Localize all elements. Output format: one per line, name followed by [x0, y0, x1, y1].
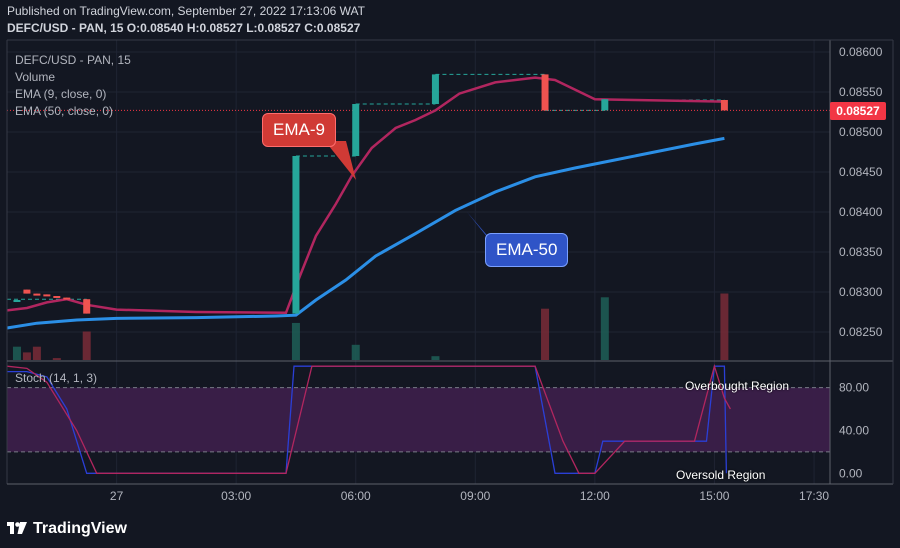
price-tick-label: 0.08300	[839, 285, 883, 299]
price-lines-layer	[7, 73, 830, 300]
legend-ema9: EMA (9, close, 0)	[15, 87, 107, 101]
volume-bar	[431, 356, 440, 360]
candles-layer	[13, 74, 728, 314]
tradingview-logo[interactable]: TradingView	[7, 520, 127, 538]
stoch-tick-label: 80.00	[839, 381, 869, 395]
candle	[352, 104, 360, 156]
candle	[541, 74, 549, 111]
ema-layer	[6, 76, 725, 330]
published-header: Published on TradingView.com, September …	[7, 4, 365, 18]
candle	[33, 293, 41, 296]
candle	[431, 74, 439, 104]
candle	[720, 100, 728, 111]
stoch-layer	[6, 363, 731, 474]
brand-text: TradingView	[33, 520, 127, 537]
price-tick-label: 0.08500	[839, 125, 883, 139]
volume-bar	[600, 297, 609, 360]
price-tick-label: 0.08250	[839, 325, 883, 339]
time-tick-label: 06:00	[341, 489, 371, 503]
time-tick-label: 17:30	[799, 489, 829, 503]
oversold-label: Oversold Region	[676, 468, 766, 482]
price-tick-label: 0.08450	[839, 165, 883, 179]
current-price-tag: 0.08527	[830, 102, 886, 120]
stoch-d-line	[6, 363, 731, 474]
price-tick-label: 0.08600	[839, 45, 883, 59]
candle	[23, 289, 31, 294]
price-tick-label: 0.08550	[839, 85, 883, 99]
volume-bar	[291, 322, 300, 360]
tradingview-logo-icon	[7, 522, 27, 534]
candle	[601, 99, 609, 111]
price-tick-label: 0.08350	[839, 245, 883, 259]
overbought-label: Overbought Region	[685, 379, 790, 393]
time-tick-label: 09:00	[460, 489, 490, 503]
candle	[83, 299, 91, 314]
candle	[13, 300, 21, 302]
volume-bar	[52, 358, 61, 360]
legend-symbol: DEFC/USD - PAN, 15	[15, 53, 131, 67]
ema9-callout-pointer	[325, 141, 356, 180]
ema50-callout: EMA-50	[485, 233, 569, 267]
volume-bar	[82, 331, 91, 360]
time-tick-label: 03:00	[221, 489, 251, 503]
legend-stoch: Stoch (14, 1, 3)	[15, 371, 98, 385]
price-tick-label: 0.08400	[839, 205, 883, 219]
candle	[292, 156, 300, 314]
time-tick-label: 15:00	[699, 489, 729, 503]
candle	[53, 296, 61, 298]
volume-bar	[32, 346, 41, 360]
ema50-line	[6, 136, 725, 330]
volume-bar	[351, 344, 360, 360]
ema9-callout: EMA-9	[262, 113, 336, 147]
candle	[63, 297, 71, 300]
stoch-tick-label: 40.00	[839, 423, 869, 437]
volume-bar	[720, 293, 729, 360]
ohlc-header: DEFC/USD - PAN, 15 O:0.08540 H:0.08527 L…	[7, 21, 361, 35]
legend-volume: Volume	[15, 70, 56, 84]
volume-bar	[22, 352, 31, 360]
ema9-line	[6, 76, 725, 315]
volume-bar	[541, 308, 550, 360]
candle	[43, 294, 51, 297]
time-tick-label: 12:00	[580, 489, 610, 503]
legend-ema50: EMA (50, close, 0)	[15, 104, 114, 118]
stoch-tick-label: 0.00	[839, 466, 863, 480]
time-tick-label: 27	[110, 489, 124, 503]
volume-layer	[12, 293, 729, 360]
volume-bar	[12, 346, 21, 360]
